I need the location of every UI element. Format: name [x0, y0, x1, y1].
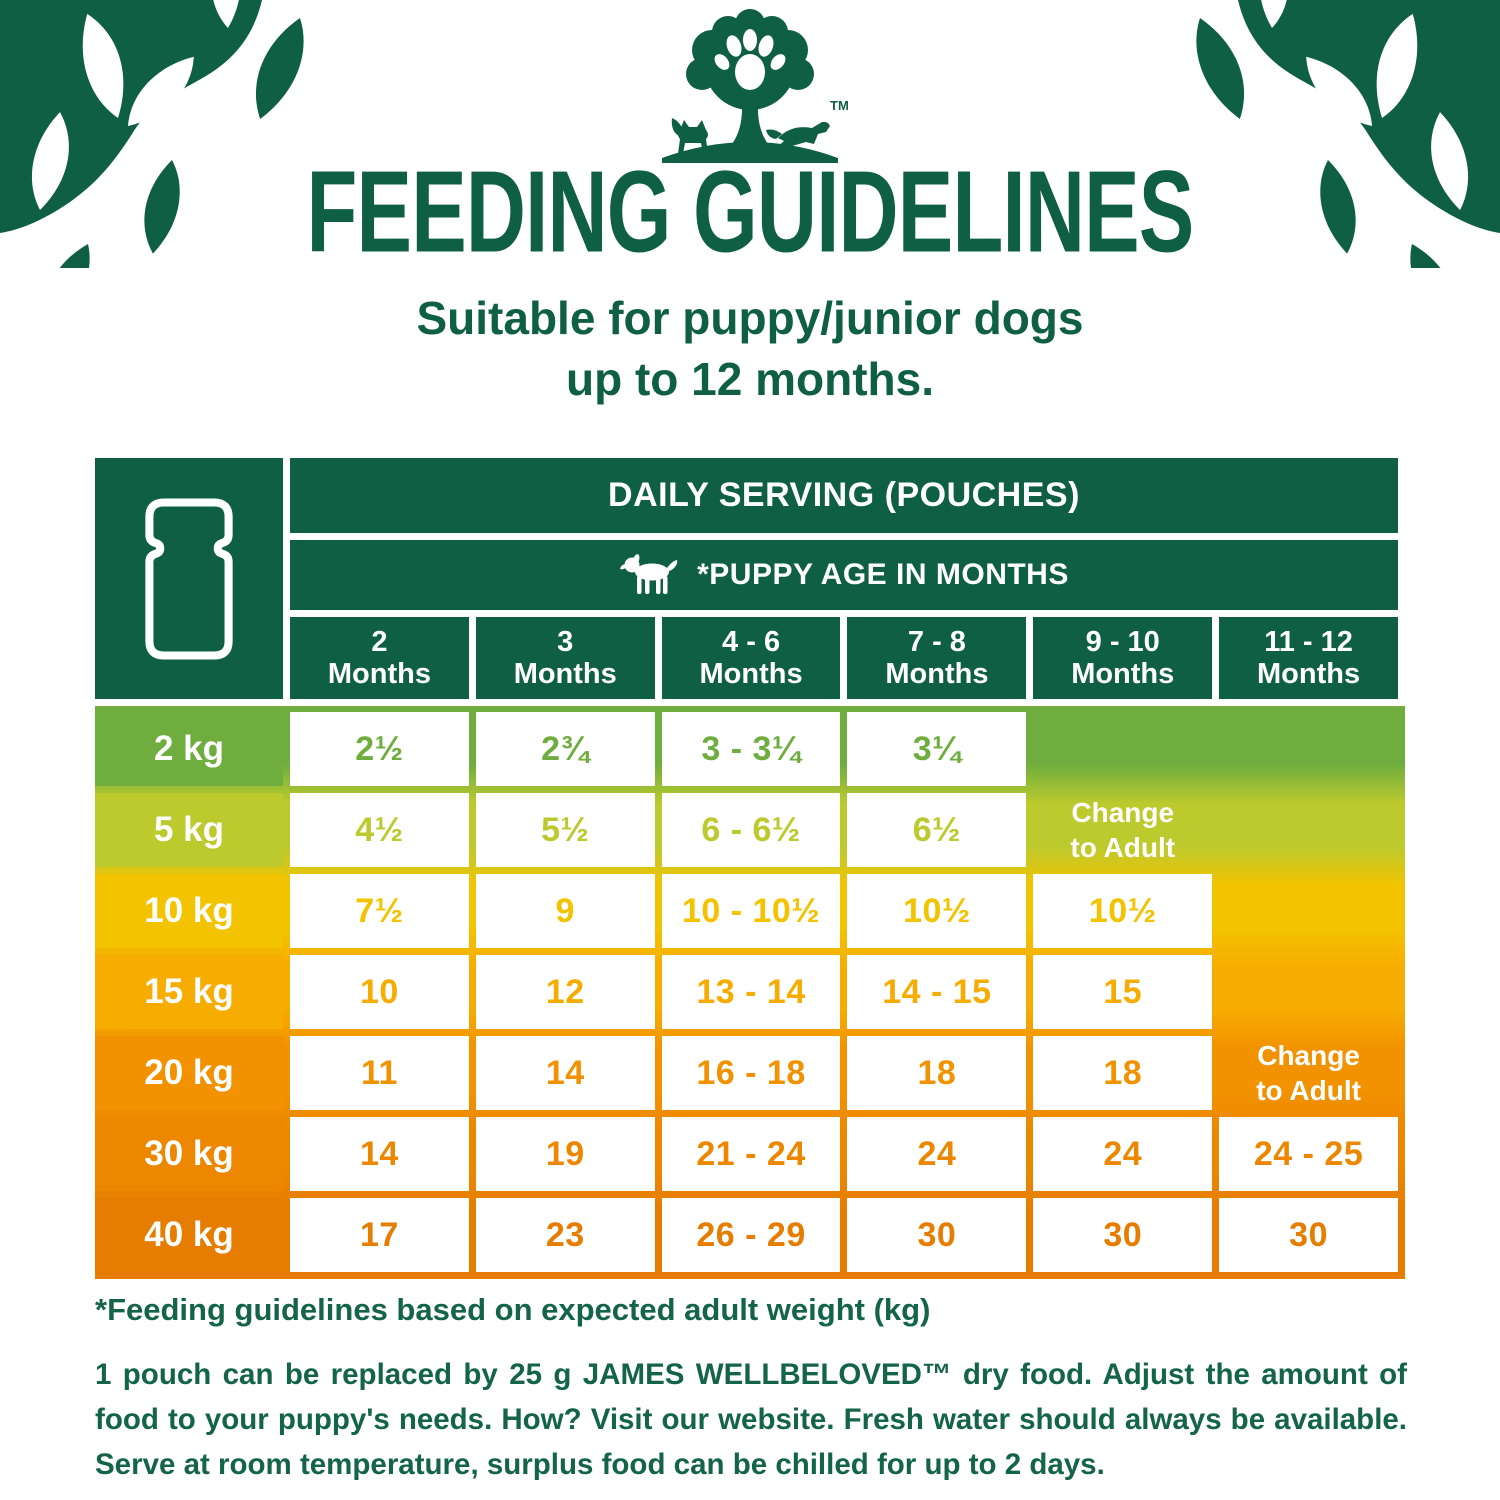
puppy-age-header: *PUPPY AGE IN MONTHS — [290, 540, 1398, 610]
serving-value-cell: 10 — [290, 955, 469, 1029]
serving-value-cell: 6½ — [847, 793, 1027, 867]
subtitle-line-2: up to 12 months. — [566, 353, 934, 406]
weight-row-header: 30 kg — [95, 1117, 283, 1191]
serving-value-cell: 7½ — [290, 874, 469, 948]
pouch-header-cell — [95, 458, 283, 699]
puppy-age-header-label: *PUPPY AGE IN MONTHS — [697, 558, 1069, 591]
daily-serving-header: DAILY SERVING (POUCHES) — [290, 458, 1398, 533]
change-note-line2: to Adult — [1070, 832, 1176, 863]
serving-value-cell: 17 — [290, 1198, 469, 1272]
serving-value-cell: 26 - 29 — [661, 1198, 841, 1272]
change-to-adult-note: Change to Adult — [1033, 793, 1212, 867]
feeding-table: DAILY SERVING (POUCHES) *PUP — [95, 458, 1405, 1279]
serving-value-cell: 4½ — [290, 793, 469, 867]
serving-value-cell: 14 — [290, 1117, 469, 1191]
month-unit: Months — [513, 658, 617, 690]
serving-value-cell: 24 - 25 — [1219, 1117, 1398, 1191]
month-unit: Months — [885, 658, 989, 690]
tree-paw-logo-icon: TM — [662, 9, 849, 163]
month-unit: Months — [1257, 658, 1361, 690]
change-note-line1: Change — [1071, 797, 1175, 828]
serving-value-cell: 11 — [290, 1036, 469, 1110]
dog-icon — [620, 554, 678, 594]
month-range: 11 - 12 — [1264, 625, 1353, 658]
change-to-adult-note: Change to Adult — [1219, 1036, 1398, 1110]
serving-value-cell: 30 — [1033, 1198, 1213, 1272]
serving-value-cell: 15 — [1033, 955, 1213, 1029]
footnote-details: 1 pouch can be replaced by 25 g JAMES WE… — [95, 1358, 1407, 1482]
serving-value-cell: 2½ — [290, 712, 469, 786]
serving-value-cell: 10 - 10½ — [661, 874, 841, 948]
serving-value-cell: 6 - 6½ — [661, 793, 841, 867]
table-body: 2 kg 2½ 2¾ 3 - 3¼ 3¼ Change to Adult 5 k… — [95, 706, 1405, 1279]
weight-row-header: 10 kg — [95, 874, 283, 948]
serving-value-cell: 3 - 3¼ — [661, 712, 841, 786]
leaf-decoration-right-icon — [1182, 0, 1500, 268]
month-range: 9 - 10 — [1085, 625, 1160, 658]
serving-value-cell: 12 — [475, 955, 655, 1029]
weight-row-header: 40 kg — [95, 1198, 283, 1272]
serving-value-cell: 19 — [475, 1117, 655, 1191]
serving-value-cell: 18 — [847, 1036, 1027, 1110]
serving-value-cell: 23 — [475, 1198, 655, 1272]
month-column-header-3: 3 Months — [475, 617, 655, 699]
subtitle-line-1: Suitable for puppy/junior dogs — [416, 292, 1084, 344]
serving-value-cell: 10½ — [847, 874, 1027, 948]
month-unit: Months — [699, 658, 803, 690]
serving-value-cell: 14 — [475, 1036, 655, 1110]
weight-row-header: 2 kg — [95, 712, 283, 786]
trademark-symbol: TM — [830, 98, 849, 113]
weight-row-header: 5 kg — [95, 793, 283, 867]
serving-value-cell: 30 — [1219, 1198, 1398, 1272]
change-note-line2: to Adult — [1256, 1075, 1361, 1106]
month-range: 2 — [371, 625, 388, 658]
serving-value-cell: 14 - 15 — [847, 955, 1027, 1029]
serving-value-cell: 3¼ — [847, 712, 1027, 786]
serving-value-cell: 21 - 24 — [661, 1117, 841, 1191]
serving-value-cell: 24 — [847, 1117, 1027, 1191]
change-to-adult-zone-small-dogs: Change to Adult — [1033, 712, 1398, 867]
pouch-icon — [145, 497, 233, 660]
change-note-line1: Change — [1257, 1040, 1360, 1071]
change-to-adult-zone-large-dogs: Change to Adult — [1219, 874, 1398, 1110]
month-column-header-4-6: 4 - 6 Months — [661, 617, 841, 699]
month-column-header-9-10: 9 - 10 Months — [1033, 617, 1213, 699]
month-column-header-2: 2 Months — [290, 617, 469, 699]
serving-value-cell: 9 — [475, 874, 655, 948]
leaf-decoration-left-icon — [0, 0, 318, 268]
serving-value-cell: 16 - 18 — [661, 1036, 841, 1110]
month-range: 3 — [557, 625, 574, 658]
page-subtitle: Suitable for puppy/junior dogs up to 12 … — [0, 288, 1500, 410]
serving-value-cell: 13 - 14 — [661, 955, 841, 1029]
serving-value-cell: 18 — [1033, 1036, 1213, 1110]
table-header: DAILY SERVING (POUCHES) *PUP — [95, 458, 1405, 699]
brand-logo: TM — [0, 6, 1500, 164]
month-unit: Months — [327, 658, 431, 690]
month-column-header-7-8: 7 - 8 Months — [847, 617, 1027, 699]
month-unit: Months — [1071, 658, 1175, 690]
serving-value-cell: 30 — [847, 1198, 1027, 1272]
weight-row-header: 15 kg — [95, 955, 283, 1029]
month-column-header-11-12: 11 - 12 Months — [1219, 617, 1398, 699]
footnote-asterisk: *Feeding guidelines based on expected ad… — [95, 1292, 931, 1327]
month-range: 4 - 6 — [722, 625, 781, 658]
serving-value-cell: 10½ — [1033, 874, 1213, 948]
page-title: FEEDING GUIDELINES — [306, 147, 1194, 278]
month-range: 7 - 8 — [907, 625, 966, 658]
serving-value-cell: 24 — [1033, 1117, 1213, 1191]
serving-value-cell: 2¾ — [475, 712, 655, 786]
weight-row-header: 20 kg — [95, 1036, 283, 1110]
serving-value-cell: 5½ — [475, 793, 655, 867]
